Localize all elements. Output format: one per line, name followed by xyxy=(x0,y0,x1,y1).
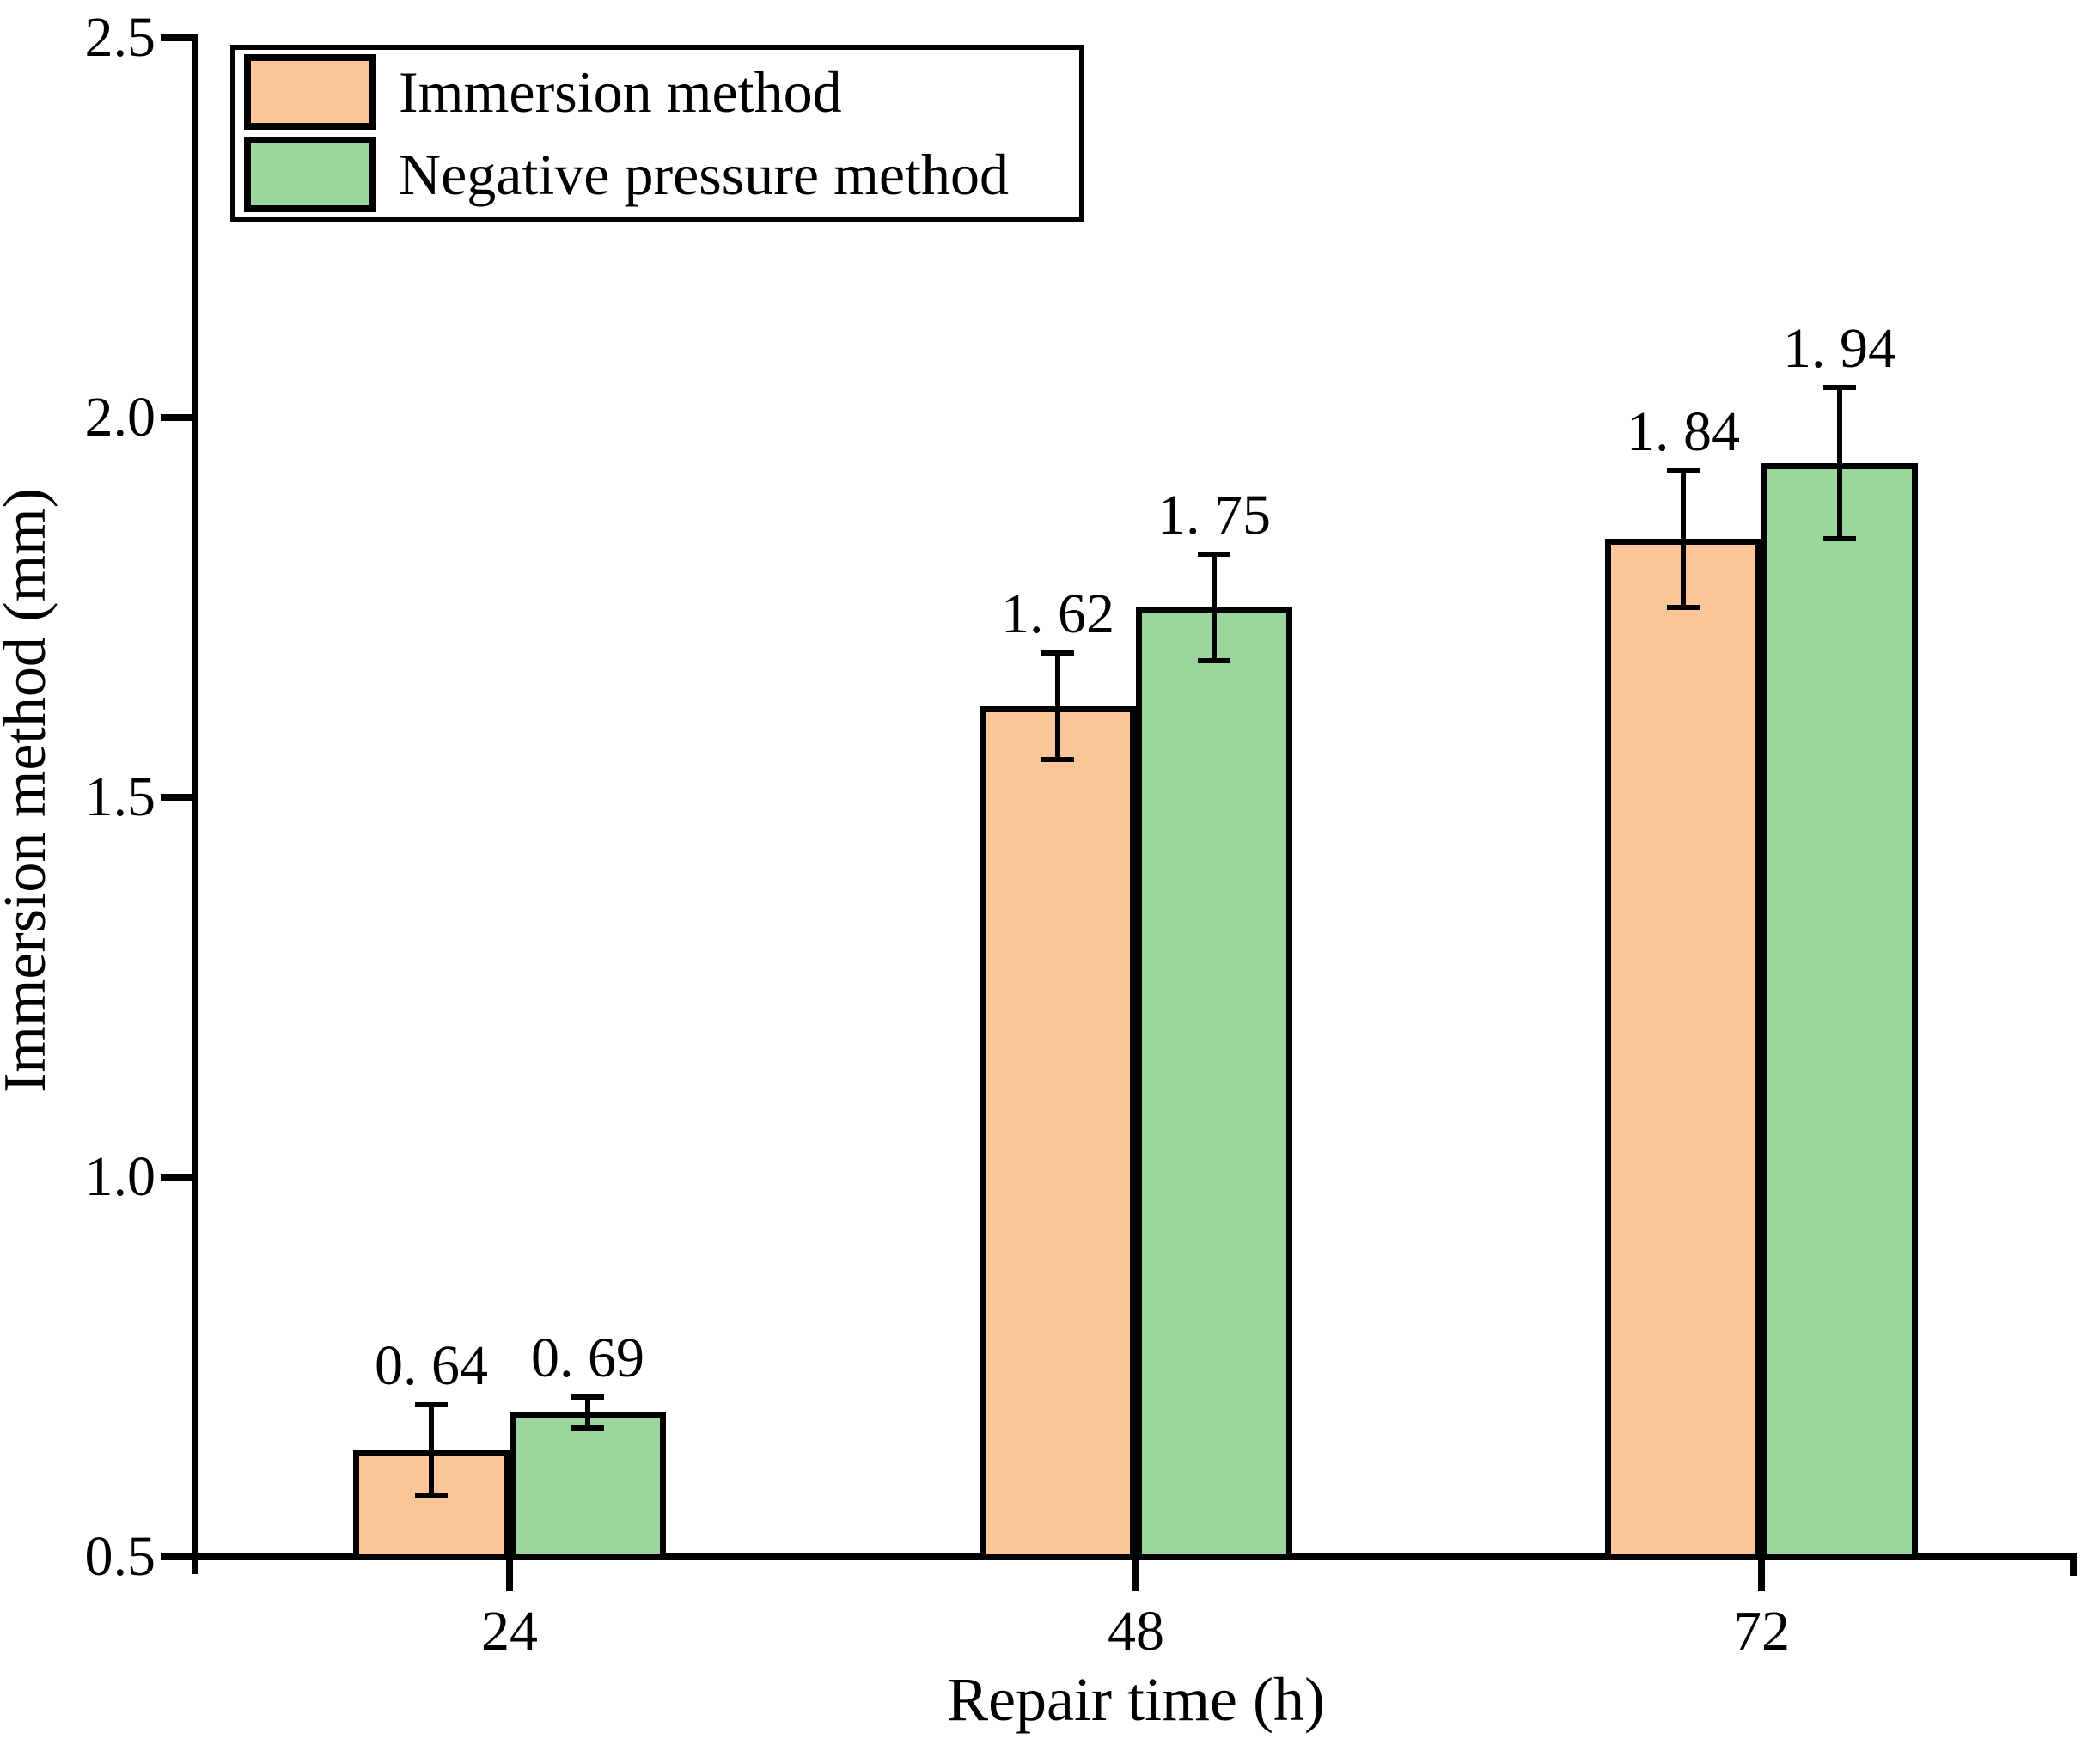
bar-immersion xyxy=(1605,539,1761,1560)
error-bar-line xyxy=(1681,470,1686,607)
x-tick-label: 48 xyxy=(1108,1600,1164,1663)
error-bar-cap-top xyxy=(1667,467,1700,473)
x-tick-mark xyxy=(1758,1560,1765,1591)
error-bar-cap-bottom xyxy=(415,1493,448,1499)
error-bar-line xyxy=(429,1405,434,1497)
y-tick-label: 1.5 xyxy=(84,766,156,828)
error-bar-cap-top xyxy=(415,1402,448,1408)
bar-value-label: 0. 69 xyxy=(531,1327,644,1390)
y-tick-mark xyxy=(161,414,192,421)
y-tick-mark xyxy=(161,794,192,801)
legend-label-negative-pressure: Negative pressure method xyxy=(399,141,1009,207)
legend-label-immersion: Immersion method xyxy=(399,59,842,125)
error-bar-cap-top xyxy=(571,1394,604,1400)
y-tick-label: 1.0 xyxy=(84,1145,156,1208)
error-bar-cap-top xyxy=(1041,650,1074,656)
error-bar-cap-top xyxy=(1198,552,1230,558)
error-bar-cap-bottom xyxy=(1823,536,1856,542)
y-tick-label: 2.5 xyxy=(84,6,156,69)
x-tick-label: 72 xyxy=(1733,1600,1790,1663)
error-bar-line xyxy=(1837,387,1842,540)
error-bar-cap-bottom xyxy=(1667,605,1700,610)
error-bar-line xyxy=(1212,554,1217,661)
bar-value-label: 1. 62 xyxy=(1001,583,1114,646)
y-tick-label: 0.5 xyxy=(84,1525,156,1588)
bar-value-label: 1. 94 xyxy=(1783,316,1896,380)
bar-value-label: 0. 64 xyxy=(375,1334,488,1398)
bar-value-label: 1. 75 xyxy=(1157,484,1271,547)
error-bar-line xyxy=(1055,653,1060,760)
bar-negative-pressure xyxy=(1136,607,1292,1560)
x-tick-mark xyxy=(506,1560,513,1591)
y-tick-mark xyxy=(161,34,192,41)
bar-negative-pressure xyxy=(1761,463,1918,1560)
legend-row-negative-pressure: Negative pressure method xyxy=(235,135,1079,214)
x-axis-title: Repair time (h) xyxy=(947,1665,1325,1734)
error-bar-cap-top xyxy=(1823,384,1856,390)
x-tick-label: 24 xyxy=(481,1600,538,1663)
y-axis-line xyxy=(192,34,198,1574)
y-tick-mark xyxy=(161,1174,192,1181)
error-bar-cap-bottom xyxy=(1041,756,1074,762)
legend-row-immersion: Immersion method xyxy=(235,52,1079,131)
legend-swatch-immersion xyxy=(244,54,376,131)
y-tick-label: 2.0 xyxy=(84,386,156,448)
y-axis-title: Immersion method (mm) xyxy=(0,488,58,1093)
error-bar-cap-bottom xyxy=(571,1425,604,1431)
x-axis-end-cap xyxy=(2070,1553,2077,1576)
legend: Immersion method Negative pressure metho… xyxy=(230,45,1084,222)
bar-immersion xyxy=(980,705,1136,1560)
bar-value-label: 1. 84 xyxy=(1627,400,1740,463)
x-tick-mark xyxy=(1132,1560,1139,1591)
y-tick-mark xyxy=(161,1553,192,1560)
bar-negative-pressure xyxy=(510,1412,666,1560)
error-bar-cap-bottom xyxy=(1198,657,1230,663)
legend-swatch-negative-pressure xyxy=(244,136,376,212)
error-bar-line xyxy=(585,1397,590,1428)
